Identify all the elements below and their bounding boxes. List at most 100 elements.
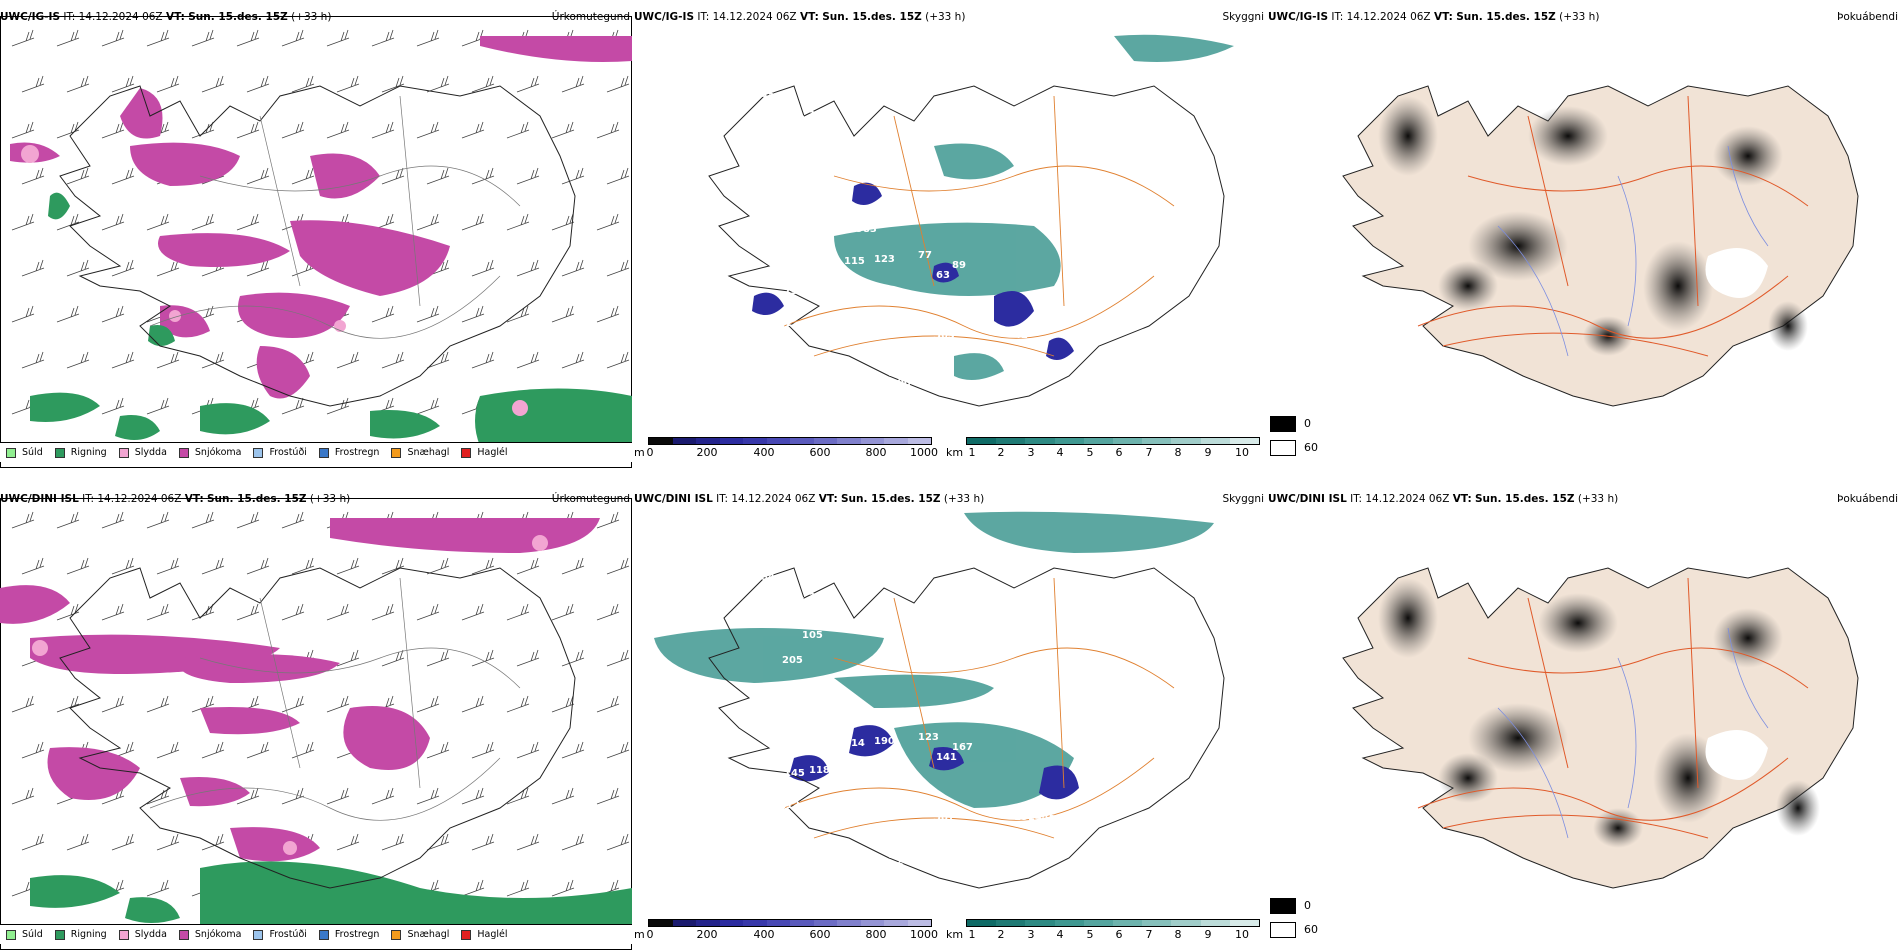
wind-barb bbox=[561, 75, 585, 93]
wind-barb bbox=[66, 351, 90, 369]
colorbar-tick: 800 bbox=[865, 928, 887, 941]
wind-barb bbox=[416, 787, 440, 805]
wind-barb bbox=[606, 741, 630, 759]
wind-barb bbox=[201, 75, 225, 93]
it-value: 14.12.2024 06Z bbox=[97, 493, 182, 505]
lead-time: (+33 h) bbox=[1559, 11, 1600, 23]
legend-item: Rigning bbox=[54, 929, 107, 940]
visibility-colorbar: km 1 2 3 4 5 6 7 8 9 10 bbox=[946, 436, 1264, 462]
wind-barb bbox=[66, 833, 90, 851]
wind-barb bbox=[111, 351, 135, 369]
wind-barb bbox=[461, 787, 485, 805]
ceiling-label: 129 bbox=[824, 298, 845, 309]
wind-barb bbox=[371, 29, 395, 47]
legend-swatch bbox=[461, 447, 472, 458]
fog-swatch bbox=[1270, 416, 1296, 432]
legend-label: Rigning bbox=[70, 447, 107, 458]
wind-barb bbox=[146, 879, 170, 897]
ceiling-label: 73 bbox=[784, 286, 798, 297]
colorbar-segment bbox=[837, 438, 861, 444]
wind-barb bbox=[461, 121, 485, 139]
model-name: UWC/DINI ISL bbox=[634, 493, 713, 505]
wind-barb bbox=[381, 557, 405, 575]
ceiling-label: 123 bbox=[918, 732, 939, 743]
legend-label: Haglél bbox=[477, 447, 508, 458]
ceiling-label: 169 bbox=[809, 110, 830, 121]
wind-barb bbox=[606, 833, 630, 851]
visibility-colorbar: km 1 2 3 4 5 6 7 8 9 10 bbox=[946, 918, 1264, 944]
panel-name: Þokuábendi bbox=[1837, 11, 1898, 23]
wind-barb bbox=[156, 259, 180, 277]
panel-name: Skyggni bbox=[1222, 11, 1265, 23]
legend-label: Snæhagl bbox=[407, 929, 450, 940]
wind-barb bbox=[426, 741, 450, 759]
rain-areas bbox=[30, 861, 632, 928]
colorbar-segment bbox=[1054, 920, 1084, 926]
wind-barb bbox=[551, 305, 575, 323]
legend-label: Súld bbox=[22, 929, 43, 940]
colorbar-segment bbox=[1113, 920, 1143, 926]
legend-item: Snjókoma bbox=[178, 929, 241, 940]
ceiling-label: 77 bbox=[918, 250, 932, 261]
vt-value: Sun. 15.des. 15Z bbox=[207, 493, 307, 505]
wind-barb bbox=[291, 741, 315, 759]
ceiling-label: 167 bbox=[952, 742, 973, 753]
vt-value: Sun. 15.des. 15Z bbox=[1456, 11, 1556, 23]
wind-barb bbox=[561, 167, 585, 185]
wind-barb bbox=[506, 121, 530, 139]
rivers bbox=[1497, 145, 1769, 357]
ceiling-colorbar: m 0 200 400 600 800 1000 bbox=[634, 918, 938, 944]
wind-barb bbox=[56, 213, 80, 231]
ceiling-label: 298 bbox=[784, 114, 805, 125]
wind-barb bbox=[291, 75, 315, 93]
colorbar-segment bbox=[884, 920, 908, 926]
model-name: UWC/IG-IS bbox=[634, 11, 695, 23]
ceiling-label: 120 bbox=[824, 780, 845, 791]
wind-barb bbox=[111, 259, 135, 277]
wind-barb bbox=[21, 557, 45, 575]
colorbar-tick: 1 bbox=[968, 446, 976, 459]
ceiling-label: 19 bbox=[898, 404, 912, 415]
ceiling-label: 99 bbox=[1074, 872, 1088, 883]
wind-barb bbox=[561, 351, 585, 369]
wind-barb bbox=[156, 351, 180, 369]
ceiling-label: 54 bbox=[902, 800, 916, 811]
wind-barbs bbox=[11, 29, 630, 415]
clear-area bbox=[1705, 730, 1768, 780]
wind-barb bbox=[606, 557, 630, 575]
precip-type-panel: UWC/IG-IS IT: 14.12.2024 06Z VT: Sun. 15… bbox=[0, 8, 632, 468]
wind-barb bbox=[146, 397, 170, 415]
wind-barb bbox=[191, 511, 215, 529]
colorbar-segment bbox=[719, 438, 743, 444]
legend-swatch bbox=[54, 447, 65, 458]
wind-barb bbox=[606, 75, 630, 93]
model-name: UWC/IG-IS bbox=[1268, 11, 1329, 23]
colorbar-gradient bbox=[966, 919, 1260, 927]
legend-item: Frostregn bbox=[318, 929, 379, 940]
wind-barb bbox=[236, 213, 260, 231]
wind-barb bbox=[506, 879, 530, 897]
wind-barb bbox=[561, 833, 585, 851]
roads bbox=[783, 577, 1175, 839]
wind-barb bbox=[156, 557, 180, 575]
colorbar-unit: km bbox=[946, 928, 964, 941]
panel-title: UWC/IG-IS IT: 14.12.2024 06Z VT: Sun. 15… bbox=[1268, 8, 1599, 26]
wind-barb bbox=[191, 29, 215, 47]
lead-time: (+33 h) bbox=[291, 11, 332, 23]
model-name: UWC/DINI ISL bbox=[1268, 493, 1347, 505]
wind-barb bbox=[426, 649, 450, 667]
wind-barb bbox=[11, 121, 35, 139]
ceiling-label: 315 bbox=[764, 138, 785, 149]
ceiling-label: 556 bbox=[664, 902, 685, 913]
ceiling-label: 123 bbox=[874, 254, 895, 265]
it-label: IT: bbox=[82, 493, 95, 505]
wind-barb bbox=[146, 213, 170, 231]
colorbar-tick: 8 bbox=[1174, 446, 1182, 459]
wind-barb bbox=[551, 787, 575, 805]
coastline bbox=[59, 567, 576, 889]
colorbar-tick: 6 bbox=[1115, 446, 1123, 459]
colorbar-tick: 800 bbox=[865, 446, 887, 459]
wind-barb bbox=[561, 259, 585, 277]
fog-swatch bbox=[1270, 440, 1296, 456]
colorbar-segment bbox=[1200, 920, 1230, 926]
